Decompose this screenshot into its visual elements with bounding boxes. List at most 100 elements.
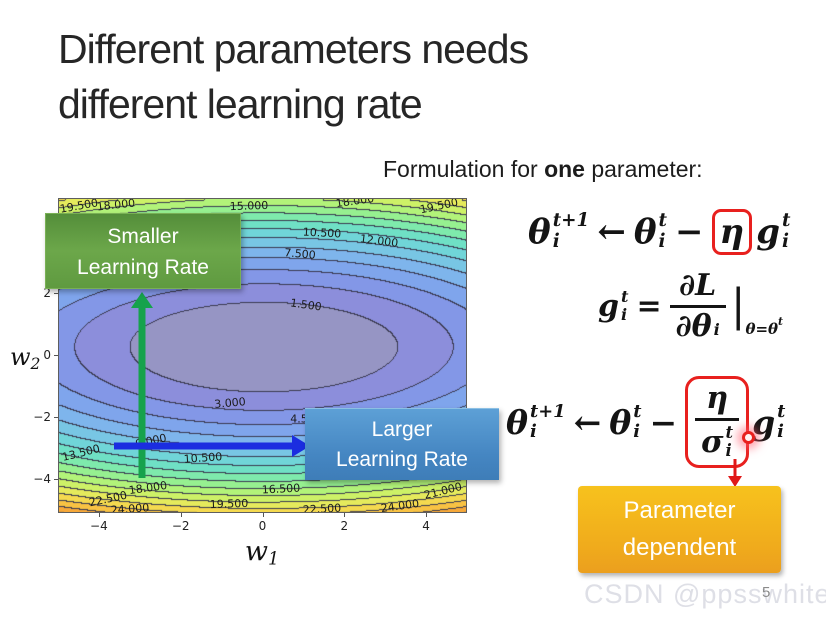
blue-arrow-stem bbox=[114, 442, 293, 450]
f2-g-sub: i bbox=[620, 305, 628, 324]
f3-arrow: ← bbox=[573, 402, 602, 442]
contour-label: 24.000 bbox=[110, 501, 150, 513]
red-connector-arrow bbox=[728, 459, 742, 487]
f1-g-sup: t bbox=[782, 210, 791, 232]
slide-subtitle: Formulation for one parameter: bbox=[383, 156, 703, 183]
f1-g-sub: i bbox=[782, 231, 789, 252]
parameter-dependent-callout: Parameter dependent bbox=[578, 486, 781, 573]
larger-lr-line1: Larger bbox=[371, 418, 433, 441]
f3-sigma: σ bbox=[701, 423, 724, 460]
f2-equals: = bbox=[636, 288, 662, 324]
smaller-lr-line2: Learning Rate bbox=[77, 256, 209, 279]
subtitle-pre: Formulation for bbox=[383, 156, 545, 182]
f2-g: g bbox=[598, 288, 619, 324]
blue-arrow-head bbox=[292, 435, 310, 457]
y-tick-mark bbox=[54, 416, 58, 418]
f1-theta-lhs: θ bbox=[528, 212, 551, 252]
contour-label: 3.000 bbox=[213, 395, 247, 411]
larger-lr-line2: Learning Rate bbox=[336, 448, 468, 471]
x-tick-mark bbox=[426, 513, 428, 517]
x-tick-label: −2 bbox=[171, 519, 190, 533]
y-axis-label-sub: 2 bbox=[30, 354, 41, 373]
red-arrow-head bbox=[728, 476, 742, 487]
f3-minus: − bbox=[649, 402, 678, 442]
f1-arrow: ← bbox=[597, 212, 626, 252]
y-tick-mark bbox=[54, 478, 58, 480]
f3-theta-lhs: θ bbox=[506, 402, 529, 442]
y-tick-mark bbox=[54, 354, 58, 356]
f2-fraction: ∂L ∂θ i bbox=[669, 268, 726, 344]
f2-den-main: ∂θ bbox=[675, 308, 712, 344]
f3-sigma-sub: i bbox=[725, 441, 732, 461]
green-arrow-stem bbox=[138, 307, 146, 478]
contour-label: 10.500 bbox=[302, 225, 342, 241]
f3-lhs-sup: t+1 bbox=[530, 401, 566, 423]
f3-rhs-sup: t bbox=[633, 401, 642, 423]
f1-g: g bbox=[756, 212, 781, 252]
y-tick-label: 2 bbox=[43, 285, 51, 300]
larger-lr-callout: Larger Learning Rate bbox=[305, 408, 499, 480]
f2-g-sup: t bbox=[620, 286, 629, 306]
x-tick-mark bbox=[180, 513, 182, 517]
x-tick-label: −4 bbox=[90, 519, 108, 533]
f2-cond-main: θ=θ bbox=[745, 320, 779, 338]
eta-highlight-box: η bbox=[711, 209, 753, 255]
x-axis-label-main: w bbox=[244, 536, 268, 567]
red-arrow-stem bbox=[733, 459, 737, 477]
watermark: CSDN @ppsswhite bbox=[584, 579, 826, 609]
green-arrow bbox=[131, 292, 153, 478]
f3-g-sup: t bbox=[777, 401, 786, 423]
f1-minus: − bbox=[675, 212, 704, 252]
contour-label: 15.000 bbox=[229, 198, 269, 214]
x-axis-label: w1 bbox=[245, 536, 279, 569]
title-line-1: Different parameters needs bbox=[58, 26, 529, 72]
smaller-lr-callout: Smaller Learning Rate bbox=[45, 213, 241, 289]
contour-label: 4.5 bbox=[290, 412, 308, 426]
x-tick-label: 2 bbox=[340, 519, 349, 533]
subtitle-bold: one bbox=[544, 156, 585, 182]
green-arrow-head bbox=[131, 292, 153, 308]
f1-theta-rhs: θ bbox=[633, 212, 657, 252]
f2-numerator: ∂L bbox=[679, 268, 717, 303]
contour-label: 16.500 bbox=[261, 481, 301, 497]
page-number: 5 bbox=[762, 584, 771, 601]
param-dep-line2: dependent bbox=[622, 534, 737, 561]
x-tick-label: 0 bbox=[258, 519, 267, 533]
f3-rhs-sub: i bbox=[633, 421, 641, 442]
contour-label: 7.500 bbox=[283, 246, 317, 262]
blue-arrow bbox=[114, 435, 310, 457]
f2-cond-sup: t bbox=[778, 315, 784, 329]
f2-den-sub: i bbox=[713, 320, 720, 340]
f1-lhs-sup: t+1 bbox=[552, 210, 590, 232]
f2-denominator: ∂θ i bbox=[669, 304, 726, 344]
f2-eval-bar: | bbox=[730, 281, 746, 331]
y-axis-label: w2 bbox=[10, 343, 40, 373]
f3-theta-rhs: θ bbox=[609, 402, 632, 442]
y-tick-mark bbox=[54, 292, 58, 294]
f1-eta: η bbox=[719, 212, 745, 252]
smaller-lr-line1: Smaller bbox=[107, 225, 179, 248]
f3-g: g bbox=[752, 402, 776, 442]
subtitle-post: parameter: bbox=[584, 156, 703, 182]
f2-eval-condition: θ=θ t bbox=[745, 315, 783, 338]
f3-sigma-sup: t bbox=[725, 423, 734, 443]
x-tick-mark bbox=[98, 513, 100, 517]
f3-lhs-sub: i bbox=[530, 421, 537, 442]
f1-rhs-sup: t bbox=[658, 210, 667, 232]
title-line-2: different learning rate bbox=[58, 81, 423, 127]
x-tick-mark bbox=[344, 513, 346, 517]
contour-label: 19.500 bbox=[209, 496, 249, 512]
x-tick-label: 4 bbox=[422, 519, 430, 533]
y-axis-label-main: w bbox=[10, 343, 31, 371]
slide-title: Different parameters needs different lea… bbox=[58, 22, 529, 132]
y-tick-label: −2 bbox=[33, 409, 51, 424]
laser-pointer-dot bbox=[742, 431, 756, 445]
f1-rhs-sub: i bbox=[658, 231, 666, 252]
param-dep-line1: Parameter bbox=[623, 497, 736, 524]
